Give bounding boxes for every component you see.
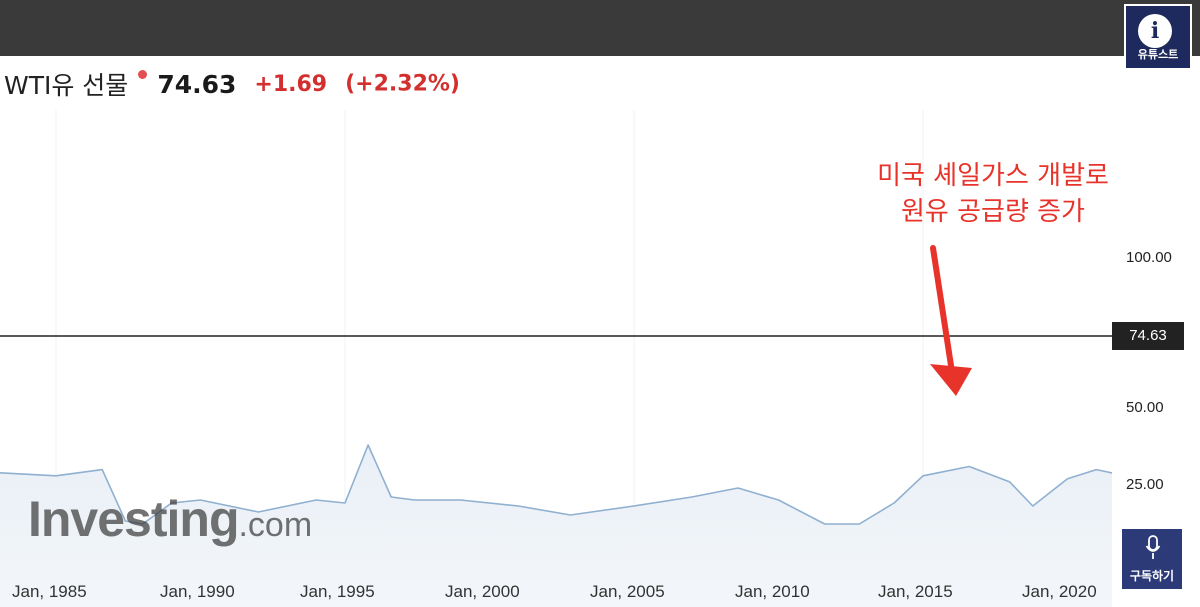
x-tick-label: Jan, 2020	[1022, 582, 1097, 601]
mic-icon	[1145, 535, 1161, 559]
instrument-name: WTI유 선물	[4, 71, 129, 100]
current-price-badge: 74.63	[1112, 322, 1184, 350]
x-tick-label: Jan, 2010	[735, 582, 810, 601]
subscribe-button[interactable]: 구독하기	[1120, 527, 1184, 591]
y-tick-label: 50.00	[1126, 399, 1164, 416]
price-area-fill	[0, 445, 1112, 607]
info-icon[interactable]: i	[1138, 14, 1172, 48]
x-tick-label: Jan, 1990	[160, 582, 235, 601]
price-chart	[0, 110, 1112, 607]
investing-watermark: Investing.com	[28, 490, 312, 548]
watermark-tld: .com	[238, 506, 313, 544]
annotation-line-1: 미국 셰일가스 개발로	[877, 161, 1109, 191]
last-price: 74.63	[157, 69, 237, 99]
y-axis-panel	[1112, 110, 1200, 607]
x-tick-label: Jan, 1985	[12, 582, 87, 601]
price-line	[0, 444, 1112, 525]
channel-logo-text: 유튜스트	[1137, 48, 1179, 61]
annotation-arrow-icon	[930, 245, 972, 396]
watermark-brand: Investing	[28, 491, 239, 547]
price-change: +1.69	[254, 71, 328, 97]
annotation-line-2: 원유 공급량 증가	[901, 197, 1085, 227]
y-tick-label: 100.00	[1126, 249, 1172, 266]
chart-annotation: 미국 셰일가스 개발로 원유 공급량 증가	[848, 158, 1138, 230]
market-status-dot-icon	[138, 69, 148, 79]
x-tick-label: Jan, 2015	[878, 582, 953, 601]
price-change-percent: (+2.32%)	[345, 71, 460, 97]
subscribe-label: 구독하기	[1129, 569, 1175, 583]
x-tick-label: Jan, 2000	[445, 582, 520, 601]
y-tick-label: 25.00	[1126, 476, 1164, 493]
video-top-bar	[0, 0, 1200, 56]
x-tick-label: Jan, 2005	[590, 582, 665, 601]
x-tick-label: Jan, 1995	[300, 582, 375, 601]
quote-header: WTI유 선물 74.63 +1.69 (+2.32%)	[4, 66, 460, 102]
